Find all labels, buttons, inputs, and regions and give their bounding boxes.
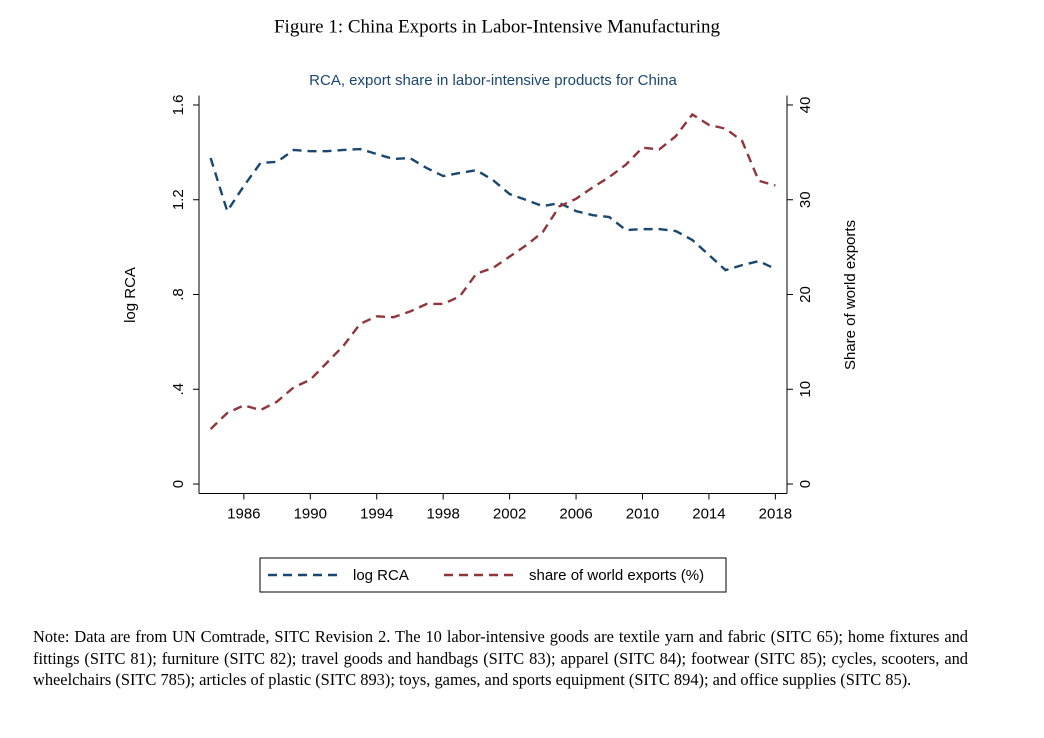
note: Note: Data are from UN Comtrade, SITC Re…	[33, 627, 968, 690]
y-tick-label: .8	[170, 288, 187, 301]
x-tick-label: 1986	[227, 505, 260, 522]
y-tick-label: 1.2	[170, 189, 187, 210]
y-axis-label: log RCA	[122, 267, 139, 323]
x-tick-label: 1998	[426, 505, 459, 522]
x-tick-label: 2014	[692, 505, 725, 522]
y-tick-label: 1.6	[170, 95, 187, 116]
y2-tick-label: 30	[797, 191, 814, 208]
legend-label: log RCA	[353, 567, 409, 584]
y2-tick-label: 0	[797, 480, 814, 488]
y-tick-label: .4	[170, 383, 187, 396]
x-tick-label: 2006	[559, 505, 592, 522]
y2-tick-label: 40	[797, 97, 814, 114]
x-tick-label: 2010	[626, 505, 659, 522]
y2-tick-label: 10	[797, 381, 814, 398]
figure-title: Figure 1: China Exports in Labor-Intensi…	[274, 16, 721, 37]
x-tick-label: 1994	[360, 505, 393, 522]
chart-title: RCA, export share in labor-intensive pro…	[309, 72, 677, 89]
chart: Figure 1: China Exports in Labor-Intensi…	[122, 16, 859, 593]
y-tick-label: 0	[170, 480, 187, 488]
y2-axis-label: Share of world exports	[842, 220, 859, 370]
x-tick-label: 1990	[294, 505, 327, 522]
series-line	[209, 112, 776, 430]
x-tick-label: 2018	[759, 505, 792, 522]
x-tick-label: 2002	[493, 505, 526, 522]
legend-box	[259, 557, 727, 593]
y2-tick-label: 20	[797, 286, 814, 303]
series-line	[209, 147, 776, 272]
legend-label: share of world exports (%)	[529, 567, 704, 584]
